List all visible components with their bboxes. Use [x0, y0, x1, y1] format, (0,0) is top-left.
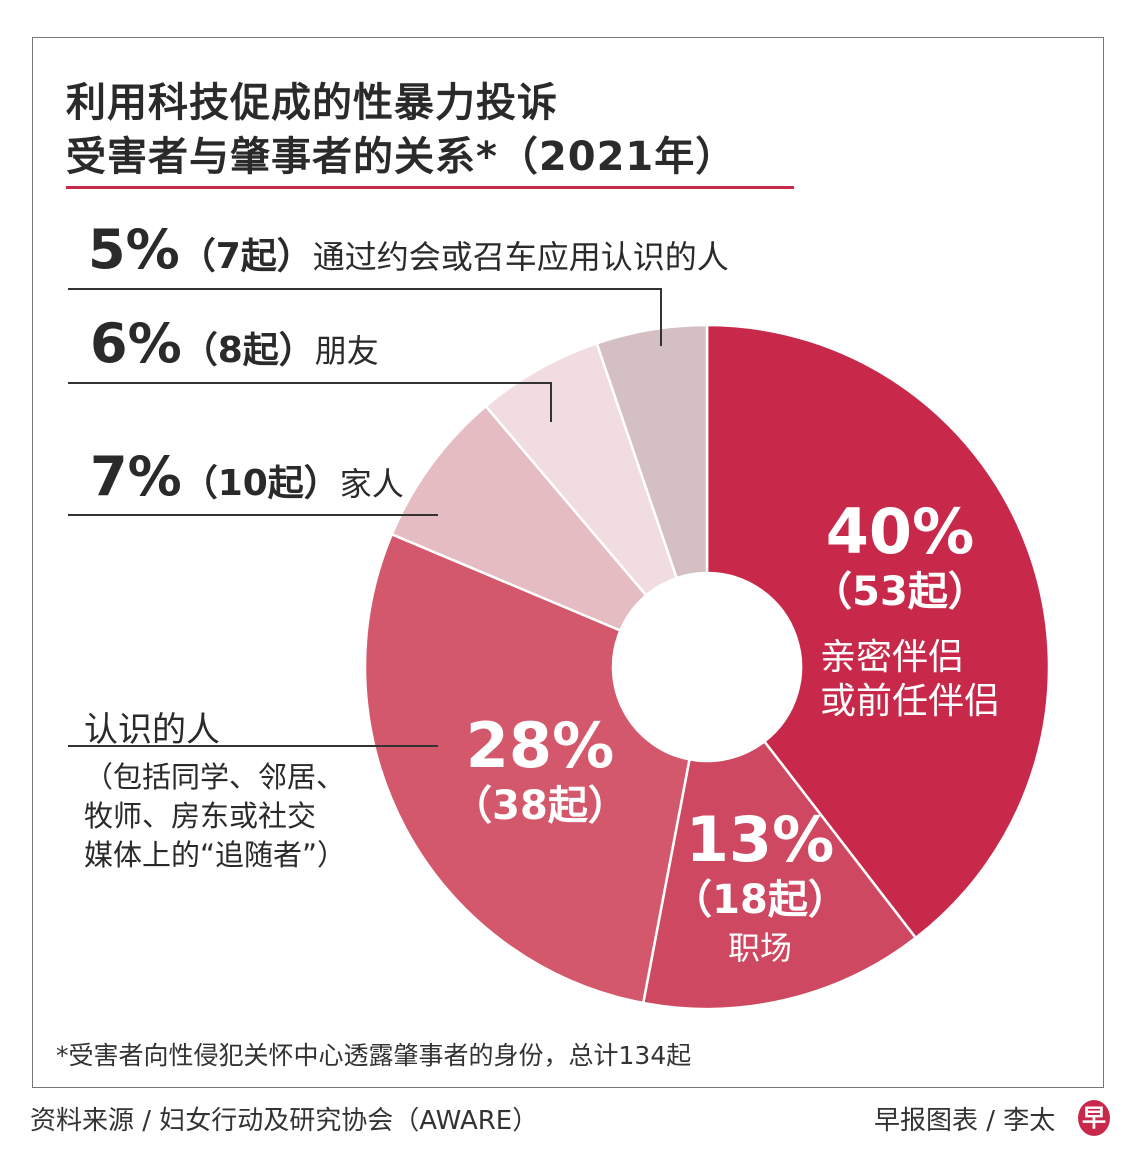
zaobao-logo: 早: [1078, 1100, 1110, 1136]
count-label: （38起）: [452, 783, 628, 829]
detail-line: 牧师、房东或社交: [84, 799, 317, 833]
leader-line: [68, 382, 552, 384]
chart-subtitle: 受害者与肇事者的关系*（2021年）: [66, 134, 737, 180]
partner-name: 亲密伴侣 或前任伴侣: [820, 636, 1000, 724]
footnote: *受害者向性侵犯关怀中心透露肇事者的身份，总计134起: [56, 1041, 692, 1070]
title-underline: [66, 186, 794, 189]
count-label: （18起）: [672, 877, 848, 923]
label-family: 7%（10起）家人: [90, 445, 404, 508]
percent-label: 40%: [825, 495, 975, 568]
label-partner: 40% （53起）: [800, 498, 1000, 618]
percent-label: 13%: [685, 803, 835, 876]
detail-line: （包括同学、邻居、: [84, 760, 346, 794]
chart-frame: [32, 37, 1104, 1088]
label-acquaintance-inner: 28% （38起）: [440, 712, 640, 832]
category-label: 朋友: [314, 332, 379, 370]
acquaintance-detail: （包括同学、邻居、 牧师、房东或社交 媒体上的“追随者”）: [84, 758, 346, 875]
label-workplace: 13% （18起） 职场: [660, 806, 860, 970]
pie-slice-3: [390, 404, 648, 633]
category-label: 或前任伴侣: [820, 681, 1001, 722]
leader-line: [550, 382, 552, 422]
detail-line: 媒体上的“追随者”）: [84, 838, 347, 872]
category-label: 家人: [339, 465, 404, 503]
label-friends: 6%（8起）朋友: [90, 312, 379, 375]
chart-title: 利用科技促成的性暴力投诉: [66, 80, 558, 126]
percent-label: 6%: [90, 312, 182, 375]
count-label: （8起）: [181, 330, 315, 371]
percent-label: 5%: [88, 218, 180, 281]
category-label: 通过约会或召车应用认识的人: [312, 238, 729, 276]
label-dating-apps: 5%（7起）通过约会或召车应用认识的人: [88, 218, 729, 281]
leader-line: [660, 288, 662, 346]
pie-slice-2: [363, 532, 691, 1005]
category-label: 亲密伴侣: [820, 637, 965, 678]
leader-line: [68, 514, 438, 516]
label-acquaintance: 认识的人: [84, 710, 220, 750]
category-label: 职场: [727, 929, 792, 967]
pie-slice-5: [595, 323, 709, 580]
pie-slice-1: [641, 739, 918, 1011]
percent-label: 7%: [90, 445, 182, 508]
count-label: （53起）: [812, 569, 988, 615]
count-label: （7起）: [179, 236, 313, 277]
leader-line: [68, 288, 662, 290]
leader-line: [68, 745, 438, 747]
percent-label: 28%: [465, 709, 615, 782]
source: 资料来源 / 妇女行动及研究协会（AWARE）: [30, 1106, 539, 1136]
pie-slice-0: [705, 323, 1051, 940]
credit: 早报图表 / 李太: [874, 1106, 1056, 1136]
count-label: （10起）: [181, 463, 340, 504]
